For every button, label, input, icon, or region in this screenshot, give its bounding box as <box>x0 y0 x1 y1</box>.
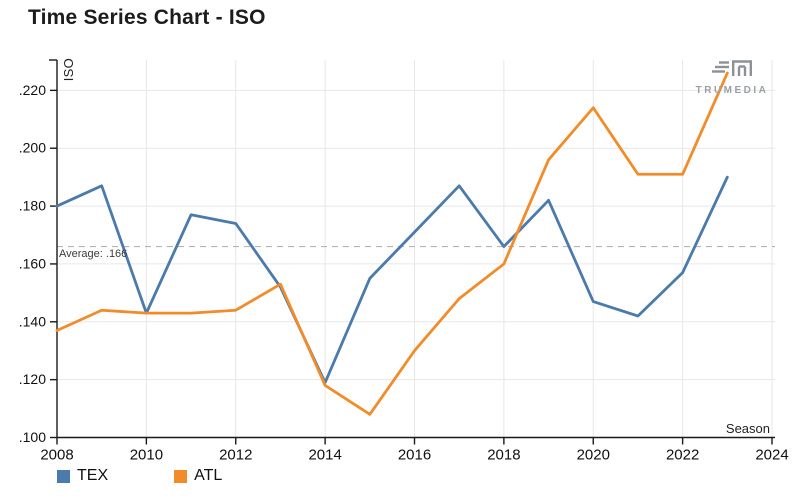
atl-series-swatch-icon <box>174 469 188 483</box>
x-tick-label: 2016 <box>398 447 431 464</box>
y-tick-label: .140 <box>19 313 46 329</box>
series-line-atl[interactable] <box>55 71 729 416</box>
legend-label-tex: TEX <box>77 467 109 484</box>
x-tick-label: 2014 <box>308 447 341 464</box>
y-tick-label: .160 <box>19 255 46 271</box>
legend-label-atl: ATL <box>194 467 223 484</box>
y-axis-label: ISO <box>61 58 76 82</box>
x-tick-label: 2012 <box>219 447 252 464</box>
y-tick-label: .180 <box>19 198 46 214</box>
trumedia-logo: TRUMEDIA <box>690 59 774 96</box>
x-tick-label: 2022 <box>666 447 699 464</box>
trumedia-logo-icon <box>712 60 752 76</box>
x-tick-label: 2020 <box>577 447 610 464</box>
y-tick-label: .200 <box>19 140 46 156</box>
x-tick-label: 2008 <box>40 447 73 464</box>
series-line-tex[interactable] <box>55 175 729 384</box>
page-title: Time Series Chart - ISO <box>28 6 266 29</box>
y-tick-label: .100 <box>19 429 46 445</box>
legend: TEX ATL <box>57 467 222 485</box>
y-tick-label: .220 <box>19 82 46 98</box>
x-tick-label: 2024 <box>755 447 788 464</box>
y-tick-label: .120 <box>19 371 46 387</box>
legend-item-atl[interactable]: ATL <box>174 467 222 485</box>
trumedia-logo-text: TRUMEDIA <box>695 85 769 96</box>
average-line-label: Average: .166 <box>59 248 128 260</box>
tex-series-swatch-icon <box>57 469 70 483</box>
legend-item-tex[interactable]: TEX <box>57 467 108 485</box>
x-axis-label: Season <box>725 421 770 436</box>
x-tick-label: 2018 <box>487 447 520 464</box>
x-tick-label: 2010 <box>130 447 163 464</box>
